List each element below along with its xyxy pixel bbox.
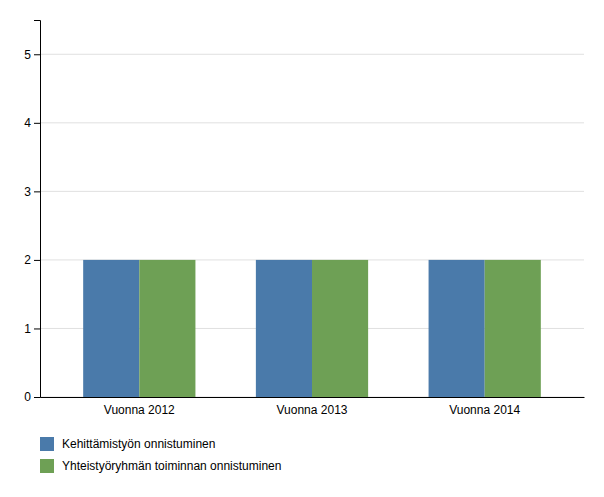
tick: 0: [24, 390, 40, 404]
tick-label: 0: [24, 390, 31, 404]
tick-mark: [34, 397, 40, 398]
grid: [40, 54, 584, 397]
legend-swatch: [40, 459, 54, 473]
grid-line: [40, 122, 584, 123]
legend-swatch: [40, 437, 54, 451]
axis-line: [41, 397, 585, 398]
tick-mark: [34, 123, 40, 124]
tick: 4: [24, 116, 40, 130]
bar: [485, 260, 541, 397]
tick-mark: [34, 260, 40, 261]
grid-line: [40, 54, 584, 55]
tick-label: Vuonna 2014: [449, 403, 520, 417]
bar: [83, 260, 139, 397]
plot: 0 1 2 3 4 5 Vuonna 2012 Vuonna 2013 Vuonna 2014: [24, 21, 584, 417]
tick: 3: [24, 185, 40, 199]
tick-label: 2: [24, 253, 31, 267]
bar: [139, 260, 195, 397]
tick-label: Vuonna 2012: [104, 403, 175, 417]
bar: [312, 260, 368, 397]
legend: Kehittämistyön onnistuminen Yhteistyöryhm…: [40, 437, 281, 473]
tick: Vuonna 2013: [277, 403, 348, 417]
tick: Vuonna 2014: [449, 403, 520, 417]
tick: 1: [24, 322, 40, 336]
bar: [429, 260, 485, 397]
legend-label: Yhteistyöryhmän toiminnan onnistuminen: [62, 459, 281, 473]
axis-line: [34, 21, 41, 398]
bar-series: [139, 260, 541, 397]
tick-mark: [34, 191, 40, 192]
tick-label: 3: [24, 185, 31, 199]
x-axis: Vuonna 2012 Vuonna 2013 Vuonna 2014: [41, 398, 585, 417]
tick: Vuonna 2012: [104, 403, 175, 417]
bar: [256, 260, 312, 397]
bars: [83, 260, 541, 397]
tick: 5: [24, 48, 40, 62]
tick: 2: [24, 253, 40, 267]
tick-label: Vuonna 2013: [277, 403, 348, 417]
tick-label: 1: [24, 322, 31, 336]
legend-label: Kehittämistyön onnistuminen: [62, 437, 215, 451]
chart: 0 1 2 3 4 5 Vuonna 2012 Vuonna 2013 Vuonna 2014 K…: [0, 0, 604, 497]
legend-item: Yhteistyöryhmän toiminnan onnistuminen: [40, 459, 281, 473]
tick-mark: [34, 328, 40, 329]
tick-mark: [34, 54, 40, 55]
tick-label: 4: [24, 116, 31, 130]
legend-item: Kehittämistyön onnistuminen: [40, 437, 215, 451]
bar-series: [83, 260, 485, 397]
grid-line: [40, 191, 584, 192]
y-axis: 0 1 2 3 4 5: [24, 21, 40, 405]
tick-label: 5: [24, 48, 31, 62]
